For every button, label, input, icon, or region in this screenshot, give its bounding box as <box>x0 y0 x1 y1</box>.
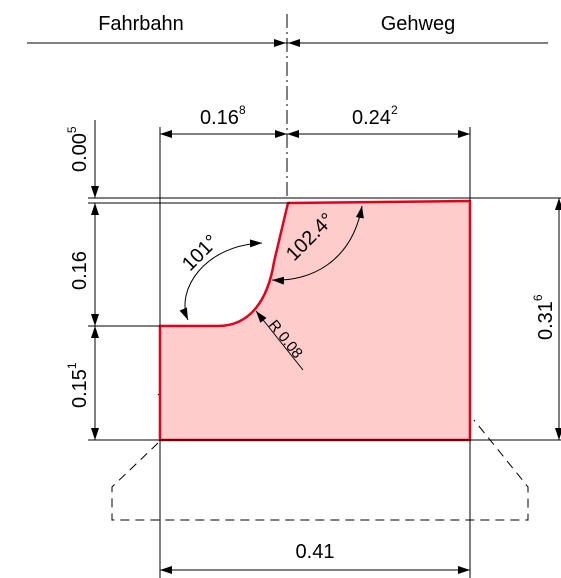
dim-lower-height-label: 0.151 <box>65 362 91 408</box>
zone-label-right: Gehweg <box>381 13 456 35</box>
dim-vertical-offset-label: 0.005 <box>65 126 91 172</box>
angle-arc-top <box>271 205 364 285</box>
dim-total-height-label: 0.316 <box>531 294 557 340</box>
radius-leader-line <box>255 310 304 371</box>
zone-label-left: Fahrbahn <box>98 13 184 35</box>
dim-top-left-label: 0.168 <box>200 103 246 129</box>
dim-bottom-width-label: 0.41 <box>296 541 335 563</box>
dim-top-right-label: 0.242 <box>352 103 398 129</box>
dashed-base-block <box>111 419 529 521</box>
angle-arc-curb <box>179 239 263 321</box>
curb-profile-shape <box>158 199 472 442</box>
dim-upper-height-label: 0.16 <box>69 251 91 290</box>
